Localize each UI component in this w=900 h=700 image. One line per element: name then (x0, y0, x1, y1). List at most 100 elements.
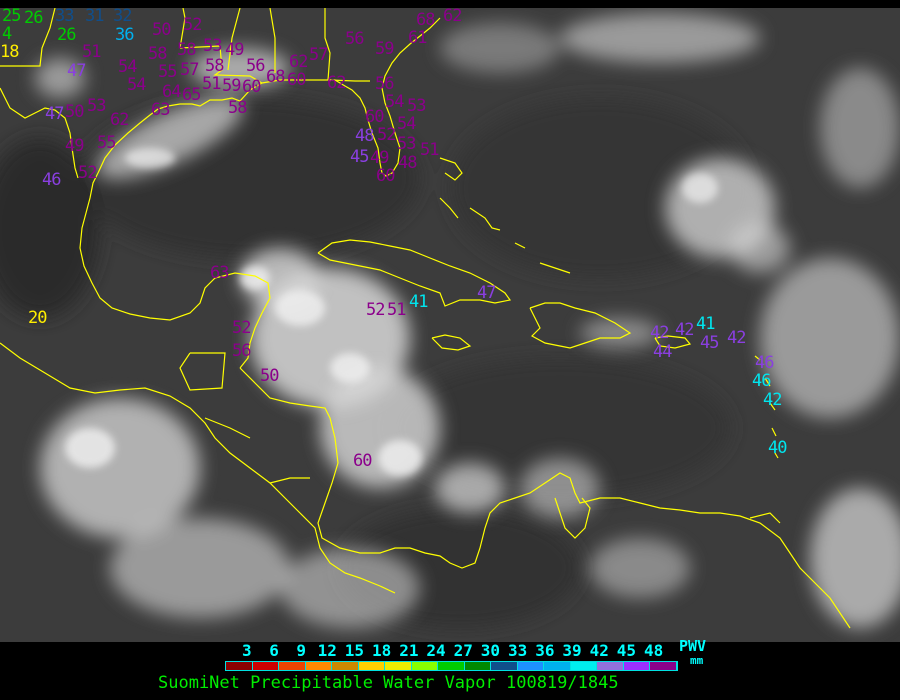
legend-tick-label: 39 (562, 641, 582, 660)
pwv-station-value: 68 (266, 67, 286, 87)
pwv-station-value: 46 (755, 353, 775, 373)
legend-tick-label: 33 (508, 641, 528, 660)
pwv-station-value: 52 (232, 318, 252, 338)
pwv-station-value: 56 (345, 29, 365, 49)
legend-tick-label: 30 (480, 641, 501, 660)
legend-swatch (279, 662, 306, 670)
pwv-station-value: 62 (110, 110, 130, 130)
pwv-station-value: 42 (763, 390, 783, 410)
legend-unit: mm (690, 654, 704, 667)
pwv-station-value: 32 (113, 6, 133, 26)
pwv-station-value: 26 (57, 25, 77, 45)
legend-tick-label: 3 (242, 641, 252, 660)
legend-tick-label: 24 (426, 641, 446, 660)
legend-tick-label: 15 (344, 641, 365, 660)
pwv-station-value: 41 (696, 314, 716, 334)
pwv-station-value: 60 (365, 107, 385, 127)
legend-swatch (623, 662, 650, 670)
pwv-station-value: 65 (182, 85, 202, 105)
pwv-station-value: 52 (366, 300, 386, 320)
legend-swatch (385, 662, 412, 670)
pwv-station-value: 55 (158, 62, 178, 82)
legend-swatch (358, 662, 385, 670)
legend-swatch (438, 662, 465, 670)
legend-tick-label: 9 (296, 641, 307, 660)
pwv-station-value: 60 (353, 451, 373, 471)
pwv-station-value: 50 (152, 20, 172, 40)
pwv-station-value: 47 (477, 283, 497, 303)
pwv-station-value: 41 (409, 292, 429, 312)
cloud-tops (65, 148, 718, 476)
pwv-station-value: 68 (416, 10, 436, 30)
pwv-station-value: 57 (309, 45, 329, 65)
pwv-station-value: 60 (376, 166, 396, 186)
pwv-station-value: 42 (650, 323, 670, 343)
pwv-station-value: 56 (232, 341, 252, 361)
color-scale-bar (225, 661, 678, 671)
pwv-station-value: 51 (387, 300, 407, 320)
pwv-station-value: 62 (289, 52, 309, 72)
legend-swatch (411, 662, 438, 670)
pwv-station-value: 48 (398, 153, 418, 173)
pwv-station-value: 56 (375, 74, 395, 94)
legend-tick-label: 42 (589, 641, 609, 660)
legend-tick-label: 45 (616, 641, 637, 660)
pwv-station-value: 54 (397, 114, 417, 134)
pwv-station-value: 25 (2, 6, 22, 26)
legend-swatch (597, 662, 624, 670)
pwv-station-value: 4 (2, 24, 12, 44)
legend-tick-label: 21 (399, 641, 419, 660)
pwv-station-value: 46 (752, 371, 772, 391)
legend-quantity: PWV (679, 637, 707, 655)
map-title: SuomiNet Precipitable Water Vapor 100819… (158, 673, 619, 693)
pwv-station-value: 44 (653, 342, 673, 362)
legend-swatch (332, 662, 359, 670)
pwv-station-value: 63 (210, 263, 230, 283)
pwv-station-value: 20 (28, 308, 48, 328)
pwv-station-value: 33 (55, 6, 75, 26)
pwv-station-value: 56 (246, 56, 266, 76)
pwv-station-value: 51 (202, 74, 222, 94)
pwv-station-value: 58 (205, 56, 225, 76)
legend-swatch (305, 662, 332, 670)
pwv-station-value: 36 (115, 25, 135, 45)
legend-swatch (226, 662, 253, 670)
pwv-station-value: 42 (727, 328, 747, 348)
satellite-image (0, 8, 900, 642)
pwv-station-value: 47 (45, 104, 65, 124)
legend: 3 6 9 12 15 18 21 24 27 30 33 36 39 42 45 48 PWV mm Suo… (0, 638, 900, 700)
coastlines (0, 8, 851, 629)
legend-tick-label: 48 (644, 641, 664, 660)
pwv-station-value: 49 (65, 136, 85, 156)
pwv-station-value: 64 (162, 82, 182, 102)
pwv-station-value: 52 (78, 163, 98, 183)
pwv-station-value: 54 (118, 57, 138, 77)
pwv-station-value: 48 (355, 126, 375, 146)
pwv-station-value: 63 (151, 100, 171, 120)
cloud-cover (35, 13, 900, 628)
pwv-station-value: 60 (287, 70, 307, 90)
pwv-station-value: 46 (42, 170, 62, 190)
pwv-station-value: 45 (350, 147, 370, 167)
pwv-station-value: 47 (67, 61, 87, 81)
pwv-station-value: 60 (242, 77, 262, 97)
pwv-station-value: 58 (228, 98, 248, 118)
pwv-station-value: 49 (370, 148, 390, 168)
pwv-station-value: 52 (183, 15, 203, 35)
pwv-station-value: 53 (397, 134, 417, 154)
pwv-station-value: 45 (700, 333, 720, 353)
legend-swatch (544, 662, 571, 670)
legend-tick-label: 18 (372, 641, 392, 660)
pwv-station-value: 53 (203, 36, 223, 56)
pwv-station-value: 53 (407, 96, 427, 116)
pwv-station-value: 53 (87, 96, 107, 116)
pwv-station-value: 52 (377, 125, 397, 145)
legend-tick-label: 12 (317, 641, 337, 660)
pwv-station-value: 55 (97, 133, 117, 153)
pwv-station-value: 51 (82, 42, 102, 62)
pwv-station-value: 59 (222, 76, 242, 96)
pwv-station-value: 61 (408, 28, 428, 48)
pwv-station-value: 31 (85, 6, 105, 26)
pwv-station-value: 62 (443, 6, 463, 26)
